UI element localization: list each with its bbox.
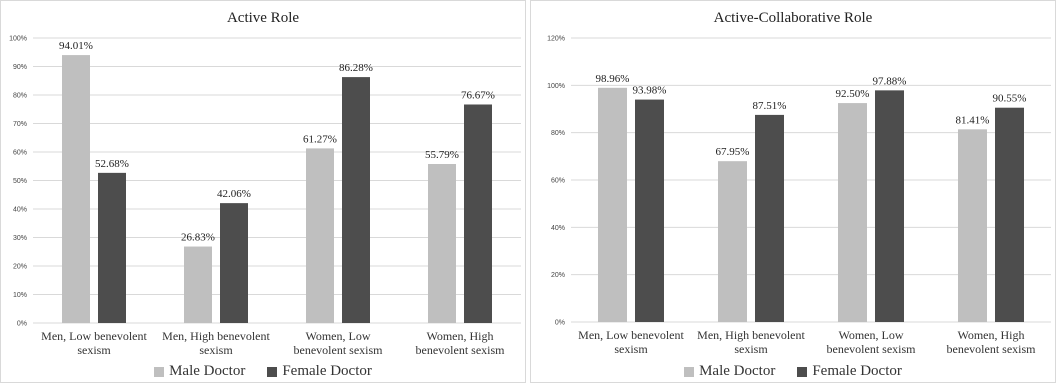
legend-label: Female Doctor xyxy=(282,363,372,379)
legend: Male Doctor Female Doctor xyxy=(1,363,525,380)
category-label: Women, High xyxy=(426,329,493,343)
data-label: 98.96% xyxy=(596,73,630,85)
y-tick-label: 80% xyxy=(551,130,565,137)
active-role-chart: Active Role 0% 10% 20% 30% 40% 50% 60% 70% 80% 90… xyxy=(0,0,526,383)
category-label: Men, Low benevolent xyxy=(578,328,684,342)
y-tick-label: 0% xyxy=(555,320,565,327)
bar xyxy=(62,55,90,323)
data-label: 97.88% xyxy=(873,75,907,87)
legend-item-female-doctor: Female Doctor xyxy=(267,363,372,380)
category-label: sexism xyxy=(734,342,768,356)
bar xyxy=(342,77,370,324)
bar xyxy=(718,161,747,322)
legend-swatch-male xyxy=(154,366,165,377)
legend-item-male-doctor: Male Doctor xyxy=(684,363,775,380)
data-label: 67.95% xyxy=(716,146,750,158)
bar xyxy=(875,90,904,322)
bar xyxy=(220,203,248,323)
data-label: 81.41% xyxy=(956,114,990,126)
category-label: benevolent sexism xyxy=(416,343,506,357)
y-tick-label: 40% xyxy=(551,225,565,232)
y-tick-label: 50% xyxy=(13,178,27,185)
bar xyxy=(755,114,784,322)
legend-label: Male Doctor xyxy=(699,363,776,379)
data-label: 76.67% xyxy=(461,89,495,101)
category-label: Men, High benevolent xyxy=(162,329,270,343)
bar xyxy=(958,129,987,322)
category-label: Men, Low benevolent xyxy=(41,329,147,343)
bar xyxy=(306,148,334,323)
bar xyxy=(838,103,867,322)
data-label: 26.83% xyxy=(181,232,215,244)
bar xyxy=(598,87,627,322)
category-label: Women, High xyxy=(957,328,1024,342)
bar xyxy=(184,246,212,323)
category-label: benevolent sexism xyxy=(947,342,1037,356)
data-label: 93.98% xyxy=(633,85,667,97)
data-label: 86.28% xyxy=(339,62,373,74)
legend-label: Male Doctor xyxy=(169,363,246,379)
y-tick-label: 20% xyxy=(13,264,27,271)
y-tick-label: 60% xyxy=(13,150,27,157)
data-label: 52.68% xyxy=(95,158,129,170)
y-tick-label: 20% xyxy=(551,272,565,279)
data-label: 61.27% xyxy=(303,133,337,145)
active-role-plot: 0% 10% 20% 30% 40% 50% 60% 70% 80% 90% 100% 94.01% 5… xyxy=(9,36,521,357)
bar xyxy=(464,104,492,323)
legend-swatch-female xyxy=(267,366,278,377)
y-tick-label: 100% xyxy=(9,36,27,43)
active-collaborative-role-chart: Active-Collaborative Role 0% 20% 40% 60% 80%… xyxy=(530,0,1056,383)
y-tick-label: 70% xyxy=(13,121,27,128)
data-label: 55.79% xyxy=(425,149,459,161)
data-label: 90.55% xyxy=(993,93,1027,105)
legend: Male Doctor Female Doctor xyxy=(531,363,1055,380)
legend-swatch-male xyxy=(684,366,695,377)
category-label: Women, Low xyxy=(305,329,370,343)
bar xyxy=(98,172,126,323)
chart-title: Active Role xyxy=(226,10,300,26)
category-label: Women, Low xyxy=(838,328,903,342)
y-tick-label: 80% xyxy=(13,93,27,100)
y-tick-label: 120% xyxy=(547,36,565,43)
y-tick-label: 30% xyxy=(13,235,27,242)
legend-item-male-doctor: Male Doctor xyxy=(154,363,245,380)
y-tick-label: 90% xyxy=(13,64,27,71)
category-label: sexism xyxy=(77,343,111,357)
data-label: 94.01% xyxy=(59,40,93,52)
active-collaborative-role-plot: 0% 20% 40% 60% 80% 100% 120% 98.96%93.98% Men, L… xyxy=(547,36,1051,356)
category-label: benevolent sexism xyxy=(294,343,384,357)
category-label: sexism xyxy=(614,342,648,356)
data-label: 87.51% xyxy=(753,100,787,112)
y-tick-label: 0% xyxy=(17,321,27,328)
chart-title: Active-Collaborative Role xyxy=(713,10,873,26)
bar xyxy=(995,107,1024,322)
y-tick-label: 40% xyxy=(13,207,27,214)
data-label: 92.50% xyxy=(836,88,870,100)
category-label: benevolent sexism xyxy=(827,342,917,356)
y-tick-label: 10% xyxy=(13,292,27,299)
legend-label: Female Doctor xyxy=(812,363,902,379)
y-tick-label: 60% xyxy=(551,178,565,185)
category-label: sexism xyxy=(199,343,233,357)
category-label: Men, High benevolent xyxy=(697,328,805,342)
bar xyxy=(635,99,664,323)
y-tick-label: 100% xyxy=(547,83,565,90)
legend-item-female-doctor: Female Doctor xyxy=(797,363,902,380)
data-label: 42.06% xyxy=(217,188,251,200)
legend-swatch-female xyxy=(797,366,808,377)
bar xyxy=(428,163,456,323)
